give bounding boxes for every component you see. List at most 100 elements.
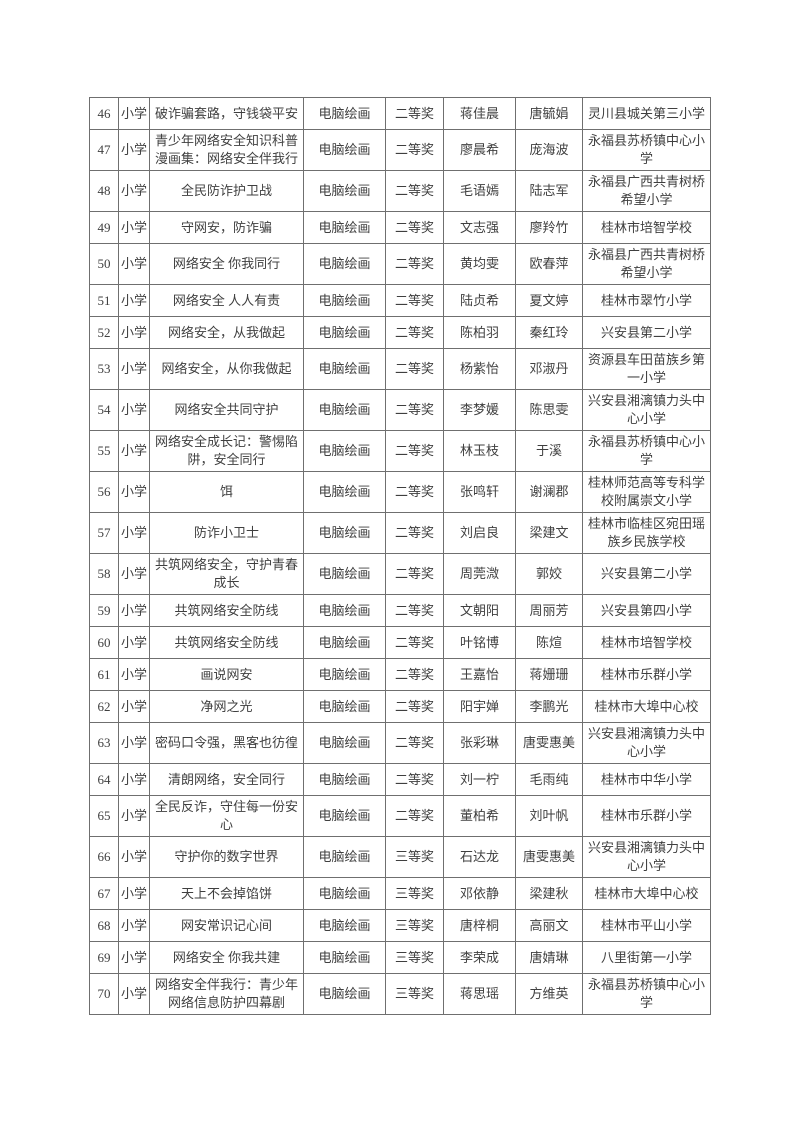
cell-school-level: 小学 (118, 243, 150, 285)
cell-work-title: 网络安全 你我同行 (149, 243, 304, 285)
cell-school-name: 桂林市临桂区宛田瑶族乡民族学校 (582, 512, 711, 554)
cell-work-title: 净网之光 (149, 690, 304, 723)
cell-category: 电脑绘画 (303, 909, 386, 942)
cell-category: 电脑绘画 (303, 690, 386, 723)
cell-category: 电脑绘画 (303, 389, 386, 431)
cell-school-level: 小学 (118, 284, 150, 317)
cell-number: 58 (89, 553, 119, 595)
cell-work-title: 天上不会掉馅饼 (149, 877, 304, 910)
cell-school-level: 小学 (118, 471, 150, 513)
table-row: 50 小学 网络安全 你我同行 电脑绘画 二等奖 黄均雯 欧春萍 永福县广西共青树桥希望小学 (89, 243, 711, 285)
cell-category: 电脑绘画 (303, 763, 386, 796)
cell-advisor-name: 夏文婷 (515, 284, 583, 317)
table-row: 70 小学 网络安全伴我行：青少年网络信息防护四幕剧 电脑绘画 三等奖 蒋思瑶 方维英 永福县… (89, 973, 711, 1015)
cell-author-name: 林玉枝 (443, 430, 516, 472)
cell-award-tier: 二等奖 (385, 722, 444, 764)
cell-award-tier: 二等奖 (385, 97, 444, 130)
cell-award-tier: 三等奖 (385, 909, 444, 942)
cell-work-title: 网络安全伴我行：青少年网络信息防护四幕剧 (149, 973, 304, 1015)
cell-author-name: 李荣成 (443, 941, 516, 974)
cell-work-title: 共筑网络安全防线 (149, 626, 304, 659)
cell-advisor-name: 陆志军 (515, 170, 583, 212)
cell-work-title: 清朗网络，安全同行 (149, 763, 304, 796)
cell-author-name: 刘启良 (443, 512, 516, 554)
cell-author-name: 董柏希 (443, 795, 516, 837)
cell-author-name: 张彩琳 (443, 722, 516, 764)
cell-author-name: 周莞溦 (443, 553, 516, 595)
cell-category: 电脑绘画 (303, 471, 386, 513)
cell-school-name: 桂林市乐群小学 (582, 658, 711, 691)
cell-category: 电脑绘画 (303, 594, 386, 627)
cell-author-name: 蒋佳晨 (443, 97, 516, 130)
cell-author-name: 黄均雯 (443, 243, 516, 285)
cell-category: 电脑绘画 (303, 836, 386, 878)
cell-category: 电脑绘画 (303, 284, 386, 317)
cell-number: 48 (89, 170, 119, 212)
cell-work-title: 全民防诈护卫战 (149, 170, 304, 212)
cell-school-name: 永福县苏桥镇中心小学 (582, 973, 711, 1015)
cell-author-name: 毛语嫣 (443, 170, 516, 212)
cell-category: 电脑绘画 (303, 211, 386, 244)
cell-award-tier: 三等奖 (385, 973, 444, 1015)
cell-school-name: 永福县广西共青树桥希望小学 (582, 243, 711, 285)
cell-author-name: 蒋思瑶 (443, 973, 516, 1015)
cell-work-title: 网络安全 人人有责 (149, 284, 304, 317)
cell-author-name: 文志强 (443, 211, 516, 244)
cell-number: 46 (89, 97, 119, 130)
cell-author-name: 杨紫怡 (443, 348, 516, 390)
table-row: 60 小学 共筑网络安全防线 电脑绘画 二等奖 叶铭博 陈煊 桂林市培智学校 (89, 626, 711, 659)
cell-award-tier: 二等奖 (385, 430, 444, 472)
cell-number: 54 (89, 389, 119, 431)
cell-school-name: 桂林市乐群小学 (582, 795, 711, 837)
cell-school-level: 小学 (118, 594, 150, 627)
cell-author-name: 王嘉怡 (443, 658, 516, 691)
cell-school-level: 小学 (118, 909, 150, 942)
cell-award-tier: 二等奖 (385, 471, 444, 513)
table-row: 58 小学 共筑网络安全，守护青春成长 电脑绘画 二等奖 周莞溦 郭姣 兴安县第二小学 (89, 553, 711, 595)
cell-school-name: 桂林市大埠中心校 (582, 877, 711, 910)
table-row: 56 小学饵电脑绘画 二等奖 张鸣轩 谢澜郡 桂林师范高等专科学校附属崇文小学 (89, 471, 711, 513)
cell-school-level: 小学 (118, 512, 150, 554)
cell-number: 47 (89, 129, 119, 171)
cell-work-title: 网络安全，从你我做起 (149, 348, 304, 390)
cell-advisor-name: 刘叶帆 (515, 795, 583, 837)
table-row: 67 小学 天上不会掉馅饼 电脑绘画 三等奖 邓依静 梁建秋 桂林市大埠中心校 (89, 877, 711, 910)
cell-school-level: 小学 (118, 129, 150, 171)
table-row: 47 小学 青少年网络安全知识科普漫画集：网络安全伴我行 电脑绘画 二等奖 廖晨希 庞海波永… (89, 129, 711, 171)
cell-advisor-name: 李鹏光 (515, 690, 583, 723)
cell-school-name: 永福县广西共青树桥希望小学 (582, 170, 711, 212)
cell-award-tier: 二等奖 (385, 553, 444, 595)
cell-category: 电脑绘画 (303, 348, 386, 390)
cell-number: 67 (89, 877, 119, 910)
cell-school-name: 兴安县第四小学 (582, 594, 711, 627)
cell-advisor-name: 唐雯惠美 (515, 722, 583, 764)
table-row: 49 小学 守网安，防诈骗 电脑绘画 二等奖 文志强 廖羚竹 桂林市培智学校 (89, 211, 711, 244)
cell-school-level: 小学 (118, 973, 150, 1015)
cell-number: 51 (89, 284, 119, 317)
cell-school-name: 桂林市大埠中心校 (582, 690, 711, 723)
cell-award-tier: 三等奖 (385, 877, 444, 910)
cell-award-tier: 三等奖 (385, 836, 444, 878)
cell-author-name: 阳宇婵 (443, 690, 516, 723)
cell-category: 电脑绘画 (303, 722, 386, 764)
cell-school-level: 小学 (118, 690, 150, 723)
cell-category: 电脑绘画 (303, 512, 386, 554)
cell-advisor-name: 于溪 (515, 430, 583, 472)
cell-advisor-name: 陈思雯 (515, 389, 583, 431)
cell-advisor-name: 郭姣 (515, 553, 583, 595)
table-row: 61 小学 画说网安 电脑绘画 二等奖 王嘉怡 蒋姗珊 桂林市乐群小学 (89, 658, 711, 691)
cell-number: 60 (89, 626, 119, 659)
cell-author-name: 廖晨希 (443, 129, 516, 171)
cell-number: 68 (89, 909, 119, 942)
cell-work-title: 网络安全，从我做起 (149, 316, 304, 349)
cell-number: 69 (89, 941, 119, 974)
cell-category: 电脑绘画 (303, 97, 386, 130)
cell-award-tier: 二等奖 (385, 594, 444, 627)
cell-number: 65 (89, 795, 119, 837)
cell-category: 电脑绘画 (303, 243, 386, 285)
cell-number: 50 (89, 243, 119, 285)
cell-advisor-name: 欧春萍 (515, 243, 583, 285)
cell-school-name: 桂林市中华小学 (582, 763, 711, 796)
cell-work-title: 网络安全共同守护 (149, 389, 304, 431)
